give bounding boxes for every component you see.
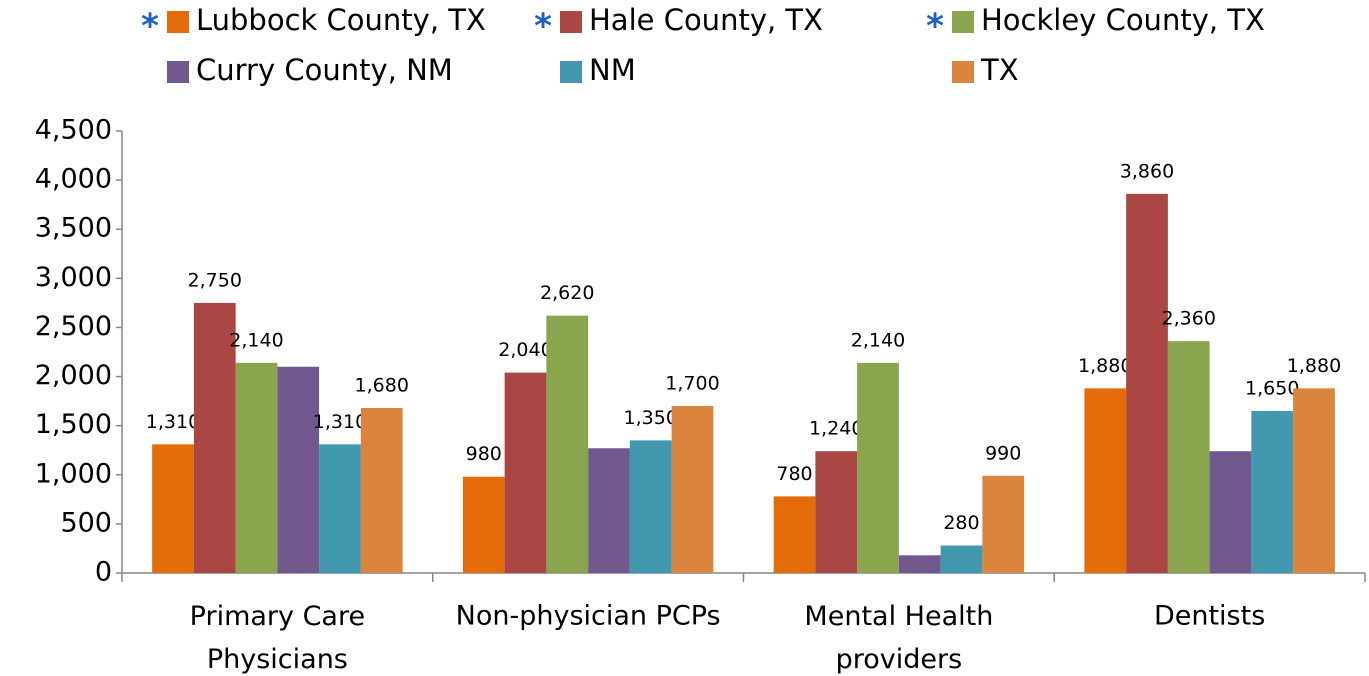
data-label: 1,880 xyxy=(1078,355,1132,377)
bar xyxy=(982,475,1025,573)
bar xyxy=(152,444,194,573)
bar xyxy=(1167,341,1210,573)
legend-swatch xyxy=(167,61,189,83)
bar xyxy=(193,302,236,573)
bar xyxy=(360,407,403,573)
data-label: 780 xyxy=(776,463,812,485)
data-label: 1,680 xyxy=(355,374,409,396)
data-label: 1,880 xyxy=(1287,355,1341,377)
legend-marker: * xyxy=(141,7,159,47)
bar xyxy=(940,545,983,573)
legend-label: Lubbock County, TX xyxy=(196,3,486,37)
data-label: 1,310 xyxy=(313,411,367,433)
y-tick-label: 2,000 xyxy=(35,360,112,391)
x-tick-label: Non-physician PCPs xyxy=(456,601,721,632)
bar xyxy=(1251,410,1294,573)
bar xyxy=(235,362,278,573)
y-tick-label: 4,500 xyxy=(35,115,112,146)
legend-marker: * xyxy=(534,7,552,47)
data-label: 1,650 xyxy=(1245,377,1299,399)
bar xyxy=(277,366,320,573)
y-tick-label: 500 xyxy=(60,507,112,538)
bar xyxy=(629,440,672,573)
bar xyxy=(1293,388,1335,573)
bar xyxy=(1084,388,1127,573)
x-tick-label: Dentists xyxy=(1154,601,1265,632)
legend-swatch xyxy=(952,11,974,33)
bar xyxy=(588,448,630,573)
y-tick-label: 4,000 xyxy=(35,164,112,195)
bar xyxy=(462,476,505,573)
y-tick-label: 2,500 xyxy=(35,311,112,342)
bar xyxy=(504,372,547,573)
bar xyxy=(815,451,858,573)
legend-swatch xyxy=(167,11,189,33)
y-tick-label: 0 xyxy=(95,557,112,588)
data-label: 1,350 xyxy=(624,407,678,429)
y-tick-label: 1,500 xyxy=(35,409,112,440)
bar xyxy=(546,315,589,573)
legend-swatch xyxy=(952,61,974,83)
bar xyxy=(1209,451,1252,573)
bar xyxy=(671,406,714,573)
data-label: 2,140 xyxy=(851,329,905,351)
legend-label: Curry County, NM xyxy=(196,53,453,87)
y-tick-label: 1,000 xyxy=(35,458,112,489)
y-tick-label: 3,000 xyxy=(35,262,112,293)
bar xyxy=(898,555,941,573)
legend-label: Hale County, TX xyxy=(589,3,823,37)
data-label: 2,620 xyxy=(540,282,594,304)
legend-marker: * xyxy=(926,7,944,47)
data-label: 3,860 xyxy=(1120,160,1174,182)
data-label: 1,310 xyxy=(146,411,200,433)
data-label: 2,360 xyxy=(1162,308,1216,330)
legend-label: NM xyxy=(589,53,636,87)
x-tick-label: Primary Care Physicians xyxy=(190,601,365,675)
data-label: 280 xyxy=(943,512,979,534)
y-tick-label: 3,500 xyxy=(35,213,112,244)
x-tick-label: Mental Health providers xyxy=(804,601,993,675)
data-label: 980 xyxy=(466,443,502,465)
legend-swatch xyxy=(560,11,582,33)
data-label: 1,240 xyxy=(809,418,863,440)
legend-swatch xyxy=(560,61,582,83)
data-label: 1,700 xyxy=(665,373,719,395)
bar xyxy=(319,444,361,573)
data-label: 990 xyxy=(985,442,1021,464)
bar xyxy=(1126,193,1168,573)
data-label: 2,040 xyxy=(498,339,552,361)
bar xyxy=(773,496,816,573)
legend-label: TX xyxy=(980,53,1019,87)
bar xyxy=(857,362,899,573)
data-label: 2,750 xyxy=(188,269,242,291)
legend-label: Hockley County, TX xyxy=(981,3,1265,37)
data-label: 2,140 xyxy=(229,329,283,351)
